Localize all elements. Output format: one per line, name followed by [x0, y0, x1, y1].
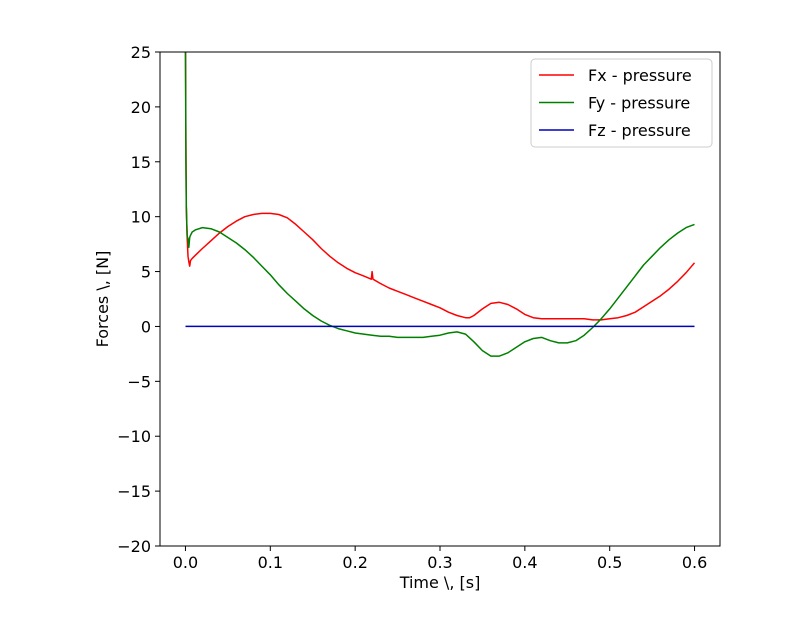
legend-label-fz: Fz - pressure [588, 121, 691, 140]
legend-label-fx: Fx - pressure [588, 66, 692, 85]
x-tick-label: 0.6 [682, 553, 707, 572]
x-tick-label: 0.4 [512, 553, 537, 572]
y-tick-label: −10 [117, 427, 151, 446]
y-axis-label: Forces \, [N] [93, 251, 112, 348]
series-line-fx [184, 52, 696, 321]
series-layer [184, 52, 696, 357]
legend-label-fy: Fy - pressure [588, 94, 690, 113]
y-tick-label: 5 [141, 263, 151, 282]
x-tick-label: 0.3 [427, 553, 452, 572]
x-axis-label: Time \, [s] [399, 573, 481, 592]
y-tick-label: 0 [141, 317, 151, 336]
y-tick-label: 10 [131, 208, 151, 227]
y-tick-label: −20 [117, 537, 151, 556]
x-tick-label: 0.5 [597, 553, 622, 572]
y-tick-label: 25 [131, 43, 151, 62]
y-tick-label: −15 [117, 482, 151, 501]
y-axis-ticks: −20 −15 −10 −5 0 5 10 15 20 25 [117, 43, 160, 556]
legend-frame [530, 58, 713, 148]
legend: Fx - pressure Fy - pressure Fz - pressure [530, 58, 713, 148]
series-line-fy [184, 52, 695, 357]
y-tick-label: −5 [127, 372, 151, 391]
x-tick-label: 0.0 [173, 553, 198, 572]
y-tick-label: 15 [131, 153, 151, 172]
x-tick-label: 0.2 [342, 553, 367, 572]
x-tick-label: 0.1 [258, 553, 283, 572]
y-tick-label: 20 [131, 98, 151, 117]
x-axis-ticks: 0.0 0.1 0.2 0.3 0.4 0.5 0.6 [173, 546, 707, 572]
